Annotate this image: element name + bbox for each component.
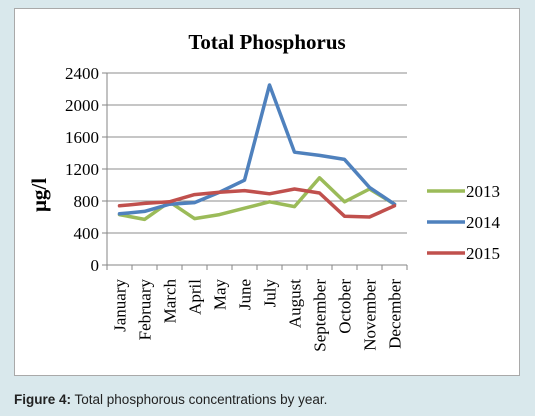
legend: 2013 2014 2015: [427, 182, 501, 263]
x-tick-label-july: July: [261, 279, 280, 308]
x-tick-label-may: May: [211, 279, 230, 311]
figure-caption: Figure 4: Total phosphorous concentratio…: [14, 392, 327, 407]
series-line-2013: [117, 176, 397, 222]
x-tick-label-april: April: [186, 279, 205, 315]
y-tick-label-800: 800: [74, 192, 100, 211]
caption-text: Total phosphorous concentrations by year…: [71, 392, 328, 407]
x-tick-label-september: September: [311, 279, 330, 352]
chart-title: Total Phosphorus: [188, 30, 345, 54]
caption-label: Figure 4:: [14, 392, 72, 407]
x-tick-label-march: March: [161, 279, 180, 324]
y-tick-label-1200: 1200: [65, 160, 99, 179]
y-tick-label-0: 0: [91, 256, 100, 275]
x-tick-label-august: August: [286, 279, 305, 328]
legend-label-2015: 2015: [466, 244, 500, 263]
y-axis-label: μg/l: [27, 178, 51, 212]
x-tick-label-june: June: [236, 279, 255, 310]
x-tick-labels: January February March April May June July Augu…: [111, 279, 405, 352]
series-lines: [117, 83, 397, 222]
x-tick-label-january: January: [111, 279, 130, 332]
x-tick-label-february: February: [136, 279, 155, 341]
x-tick-label-december: December: [386, 279, 405, 349]
chart-frame: Total Phosphorus 0 400 800 1200 1600 2000 2400…: [14, 8, 520, 376]
series-line-2015: [117, 187, 397, 219]
line-chart: Total Phosphorus 0 400 800 1200 1600 2000 2400…: [27, 30, 501, 352]
legend-label-2014: 2014: [466, 213, 501, 232]
x-tick-label-october: October: [336, 279, 355, 334]
y-tick-label-400: 400: [74, 224, 100, 243]
y-tick-label-1600: 1600: [65, 128, 99, 147]
x-tick-label-november: November: [361, 279, 380, 351]
axes: [102, 72, 408, 270]
y-tick-labels: 0 400 800 1200 1600 2000 2400: [65, 64, 99, 275]
y-tick-label-2000: 2000: [65, 96, 99, 115]
series-line-2014: [117, 83, 397, 216]
legend-label-2013: 2013: [466, 182, 500, 201]
y-tick-label-2400: 2400: [65, 64, 99, 83]
